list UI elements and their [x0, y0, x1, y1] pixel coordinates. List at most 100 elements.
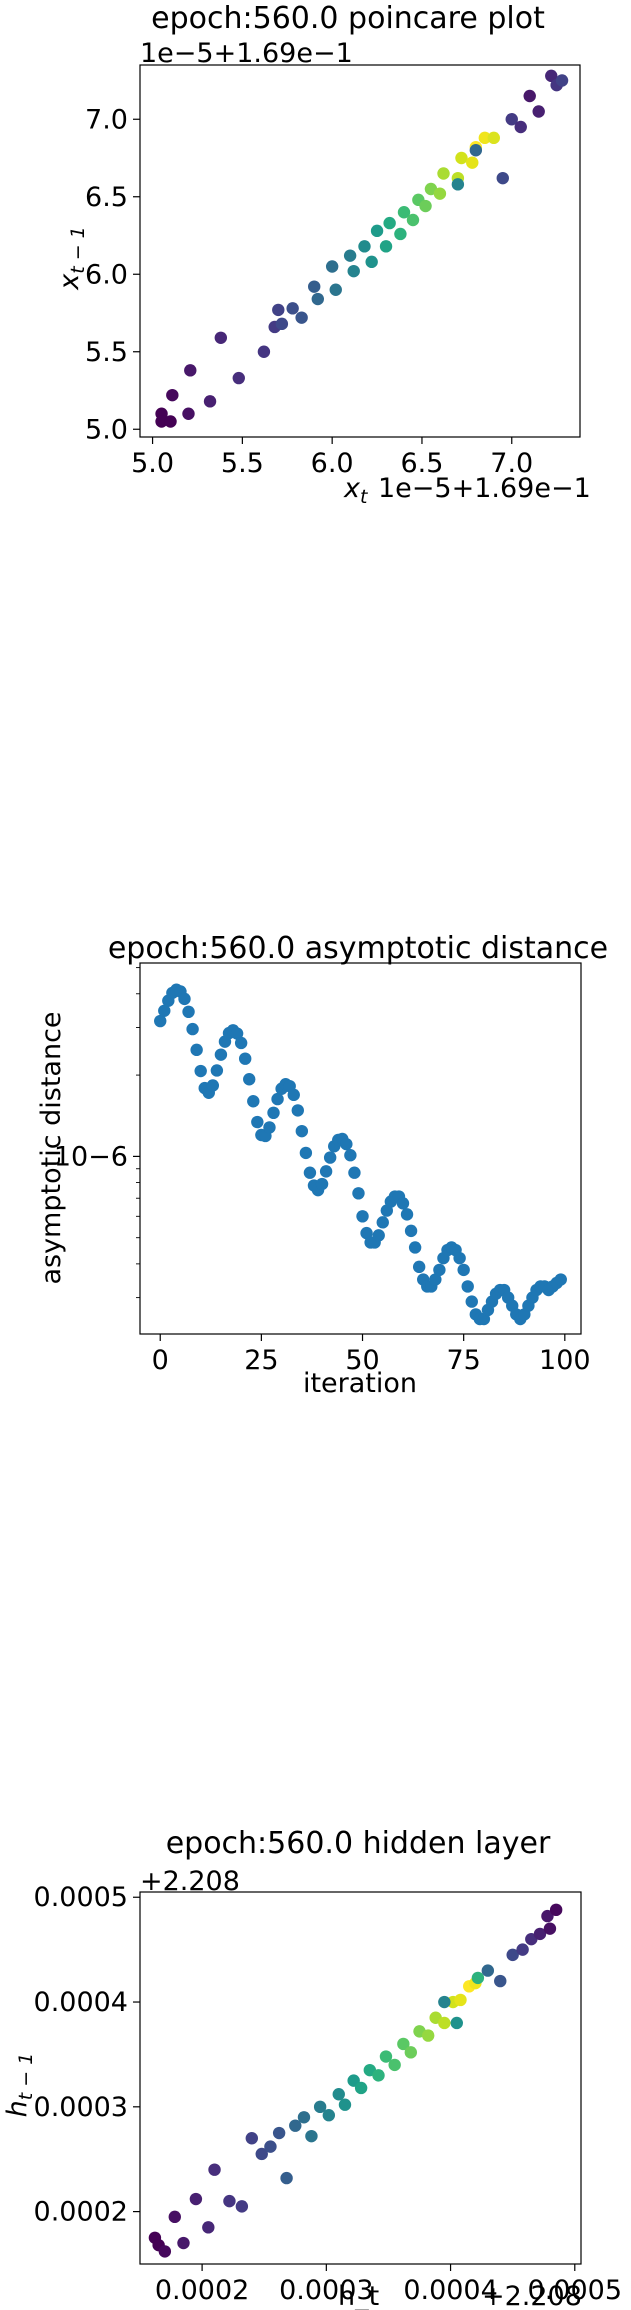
- data-point: [214, 331, 228, 344]
- data-point: [206, 1079, 220, 1092]
- data-point: [247, 1095, 260, 1108]
- y-tick-label: 10−6: [54, 1141, 128, 1172]
- svg-text:xt: xt: [343, 473, 369, 508]
- data-point: [469, 144, 483, 157]
- data-point: [299, 1146, 313, 1160]
- tick-group: 0 25 50 75 100 10−6: [54, 967, 591, 1376]
- data-point: [235, 2200, 249, 2213]
- data-point: [450, 2016, 463, 2030]
- data-point: [465, 1295, 478, 1308]
- y-offset-text: 1e−5+1.69e−1: [140, 38, 353, 69]
- data-point: [379, 240, 393, 253]
- data-point: [177, 2236, 190, 2250]
- data-point: [182, 1005, 195, 1019]
- data-point: [154, 1014, 167, 1028]
- data-point: [453, 1251, 466, 1265]
- data-point: [305, 2129, 318, 2143]
- y-tick-label: 6.0: [85, 259, 128, 290]
- y-axis-label: xt − 1: [54, 226, 89, 291]
- svg-text:ht − 1: ht − 1: [2, 2053, 37, 2118]
- x-tick-label: 0: [152, 1345, 169, 1376]
- data-point: [370, 224, 384, 238]
- data-point: [454, 1993, 467, 2007]
- data-point: [202, 2221, 215, 2234]
- data-point: [438, 1995, 451, 2009]
- x-tick-label: 0.0002: [155, 2275, 249, 2306]
- y-tick-label: 0.0002: [34, 2197, 128, 2228]
- data-point: [478, 131, 492, 145]
- data-point: [203, 395, 217, 408]
- x-tick-label: 6.0: [311, 448, 354, 479]
- x-tick-label: 75: [446, 1345, 480, 1376]
- data-point: [347, 264, 360, 278]
- data-point: [194, 1064, 207, 1078]
- data-point: [404, 1224, 418, 1238]
- data-point: [523, 89, 536, 103]
- data-point: [182, 407, 195, 420]
- x-tick-label: 7.0: [490, 448, 533, 479]
- x-tick-label: 0.0003: [279, 2275, 373, 2306]
- data-point: [383, 216, 396, 230]
- asymptotic-distance-chart: epoch:560.0 asymptotic distance 0 25 50 75 1…: [36, 931, 608, 1399]
- data-point: [406, 213, 420, 227]
- data-point: [554, 1273, 567, 1286]
- x-axis-label: iteration: [303, 1368, 417, 1399]
- data-point: [238, 1052, 252, 1065]
- data-point: [344, 1149, 357, 1162]
- data-point: [158, 1004, 171, 1017]
- data-point: [308, 280, 321, 293]
- data-point: [466, 156, 479, 169]
- data-point: [533, 1927, 547, 1941]
- x-offset-text: +2.208: [482, 2281, 582, 2310]
- hidden-layer-chart: epoch:560.0 hidden layer +2.208 0.0002 0.…: [2, 1826, 622, 2310]
- data-point: [189, 2192, 203, 2206]
- data-point: [438, 2016, 451, 2030]
- x-tick-label: 50: [345, 1345, 379, 1376]
- plot-frame: [139, 1891, 582, 2265]
- data-point: [332, 2088, 345, 2101]
- data-point: [322, 2109, 336, 2122]
- data-point: [505, 113, 518, 126]
- data-point: [404, 2046, 418, 2059]
- data-point: [400, 1208, 414, 1221]
- data-point: [184, 364, 197, 377]
- data-point: [164, 415, 177, 428]
- data-point: [230, 1027, 244, 1040]
- data-point: [433, 187, 447, 200]
- data-point: [223, 2194, 236, 2208]
- y-tick-label: 5.0: [85, 414, 128, 445]
- poincare-plot-chart: epoch:560.0 poincare plot 1e−5+1.69e−1 5…: [54, 1, 591, 508]
- tick-group: 0.0002 0.0003 0.0004 0.0005 0.0002 0.0003 0.00…: [34, 1882, 623, 2306]
- data-point: [289, 2119, 302, 2132]
- data-point: [457, 1263, 470, 1277]
- data-point: [496, 171, 509, 185]
- data-point: [214, 1048, 228, 1061]
- data-point: [272, 2126, 286, 2140]
- points-group: [154, 983, 567, 1326]
- data-point: [487, 131, 500, 145]
- data-point: [243, 1073, 256, 1086]
- data-point: [394, 227, 407, 241]
- x-tick-label: 6.5: [400, 448, 443, 479]
- data-point: [396, 1197, 410, 1210]
- data-point: [543, 1922, 557, 1935]
- data-point: [494, 1974, 507, 1988]
- data-point: [325, 260, 339, 273]
- data-point: [319, 1165, 333, 1178]
- x-tick-label: 25: [244, 1345, 278, 1376]
- data-point: [397, 2037, 410, 2051]
- data-point: [471, 1971, 485, 1985]
- data-point: [275, 317, 289, 331]
- data-point: [315, 1177, 329, 1191]
- x-tick-label: 0.0004: [403, 2275, 497, 2306]
- data-point: [348, 1166, 361, 1179]
- data-point: [255, 2147, 268, 2161]
- data-point: [257, 345, 271, 358]
- data-point: [264, 2140, 277, 2153]
- data-point: [356, 1210, 369, 1223]
- data-point: [311, 292, 324, 306]
- plot-frame: [139, 962, 582, 1335]
- x-axis-label: h_t: [338, 2281, 379, 2310]
- data-point: [388, 2058, 401, 2072]
